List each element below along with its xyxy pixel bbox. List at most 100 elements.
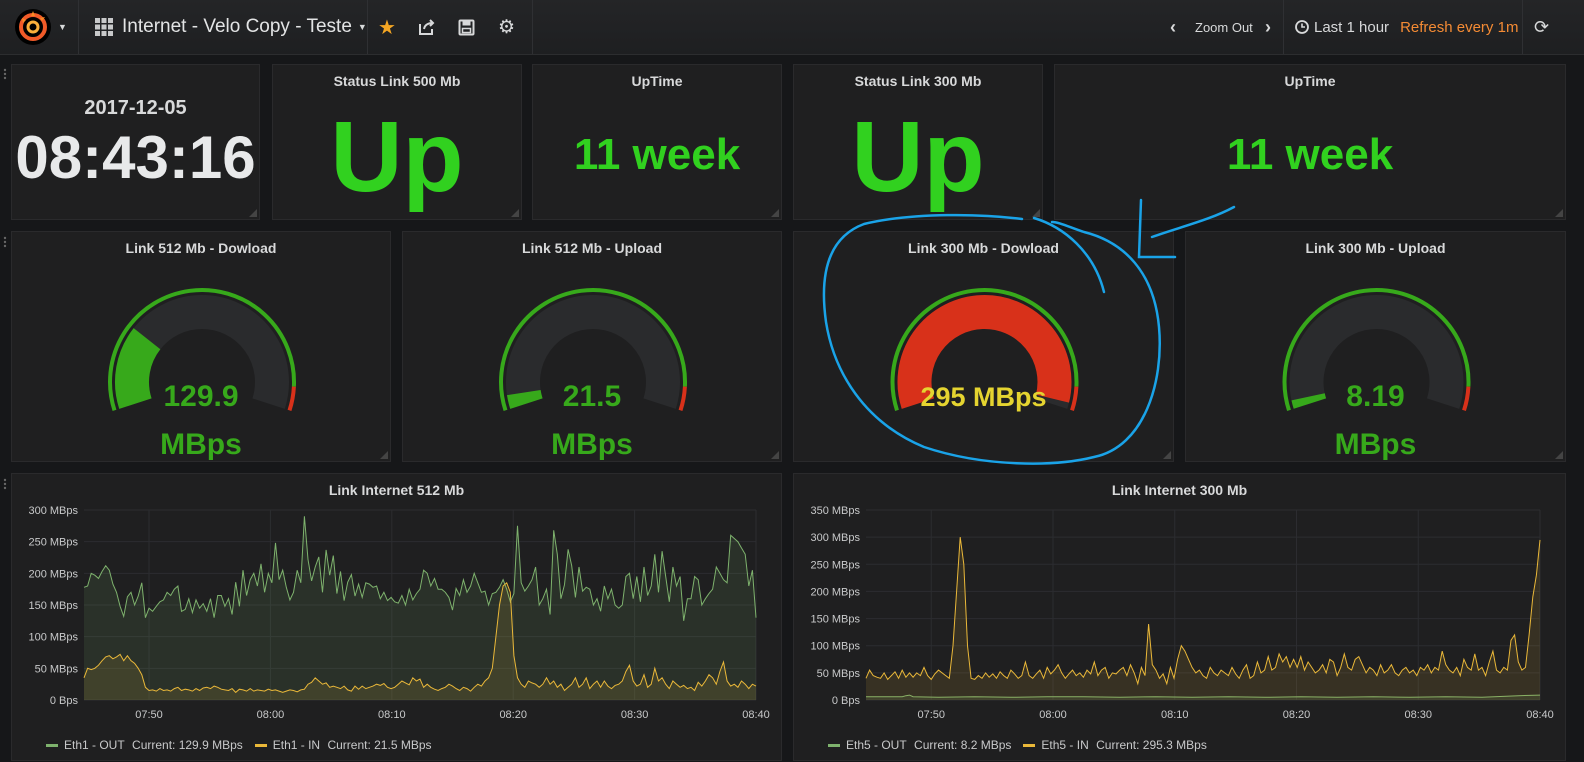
y-tick-label: 350 MBps <box>810 505 860 517</box>
resize-handle-icon[interactable] <box>1555 451 1563 459</box>
zoom-forward-button[interactable]: › <box>1265 0 1271 54</box>
legend-item-eth5-out[interactable]: Eth5 - OUT Current: 8.2 MBps <box>828 738 1011 752</box>
resize-handle-icon[interactable] <box>1032 209 1040 217</box>
gauge-value: 21.5 <box>562 380 622 413</box>
gauge-fill <box>115 328 161 409</box>
stat-value: Up <box>330 101 464 213</box>
zoom-out-button[interactable]: Zoom Out <box>1195 0 1253 54</box>
stat-value: 11 week <box>1226 130 1394 179</box>
y-tick-label: 200 MBps <box>810 586 860 598</box>
dashboard-picker[interactable]: Internet - Velo Copy - Teste ▼ <box>94 0 367 54</box>
gauge-value: 8.19 <box>1346 380 1405 413</box>
top-navbar: ▼ Internet - Velo Copy - Teste ▼ ★ ⚙ ‹ Z… <box>0 0 1584 55</box>
stat-value: Up <box>851 101 985 213</box>
row-drag-handle[interactable] <box>3 236 7 250</box>
x-tick-label: 08:40 <box>1526 709 1554 721</box>
series-line <box>83 516 757 621</box>
gauge-fill <box>1291 393 1327 409</box>
gauge-threshold-critical <box>1070 386 1079 412</box>
hand-drawn-annotation-circle <box>822 213 1161 465</box>
star-button[interactable]: ★ <box>378 0 396 54</box>
clock-panel[interactable]: 2017-12-05 08:43:16 <box>11 64 260 220</box>
chevron-right-icon: › <box>1265 16 1271 37</box>
resize-handle-icon[interactable] <box>511 209 519 217</box>
panel-title: Link Internet 512 Mb <box>328 482 465 498</box>
gauge-threshold-ok <box>1282 288 1471 412</box>
legend-series-name: Eth1 - OUT <box>64 738 125 752</box>
graph-panel-link-512[interactable]: Link Internet 512 Mb 0 Bps 50 MBps 100 MBp… <box>11 473 782 761</box>
gauge-unit: MBps <box>160 428 242 461</box>
save-button[interactable] <box>458 0 475 54</box>
y-tick-label: 0 Bps <box>50 695 79 707</box>
clock-icon <box>1295 20 1309 34</box>
time-picker-button[interactable]: Last 1 hour Refresh every 1m <box>1295 0 1518 54</box>
stat-panel-uptime-1[interactable]: UpTime 11 week <box>532 64 782 220</box>
x-tick-label: 08:30 <box>621 709 649 721</box>
gauge <box>499 288 687 412</box>
line-chart[interactable]: 0 Bps 50 MBps 100 MBps 150 MBps 200 MBps 250 … <box>794 474 1567 762</box>
gauge-panel-300-upload[interactable]: Link 300 Mb - Upload 8.19 MBps <box>1185 231 1566 462</box>
stat-panel-status-link-500[interactable]: Status Link 500 Mb Up <box>272 64 522 220</box>
legend-item-eth5-in[interactable]: Eth5 - IN Current: 295.3 MBps <box>1023 738 1207 752</box>
grafana-logo-icon <box>15 9 51 45</box>
gauge-threshold-ok <box>890 288 1079 412</box>
zoom-back-button[interactable]: ‹ <box>1170 0 1176 54</box>
legend-current: Current: 129.9 MBps <box>132 738 243 752</box>
caret-down-icon: ▼ <box>58 22 67 32</box>
y-tick-label: 250 MBps <box>810 559 860 571</box>
x-tick-label: 07:50 <box>917 709 945 721</box>
stat-panel-uptime-2[interactable]: UpTime 11 week <box>1054 64 1566 220</box>
grafana-logo-menu[interactable]: ▼ <box>14 0 67 54</box>
resize-handle-icon[interactable] <box>1163 451 1171 459</box>
gauge-threshold-critical <box>678 386 687 412</box>
legend-series-name: Eth5 - OUT <box>846 738 907 752</box>
x-tick-label: 08:00 <box>257 709 285 721</box>
gauge-fill <box>897 295 1072 409</box>
legend-item-eth1-out[interactable]: Eth1 - OUT Current: 129.9 MBps <box>46 738 243 752</box>
resize-handle-icon[interactable] <box>1555 209 1563 217</box>
row-drag-handle[interactable] <box>3 68 7 82</box>
gauge-track <box>1289 295 1464 409</box>
x-tick-label: 08:30 <box>1404 709 1432 721</box>
zoom-out-label: Zoom Out <box>1195 19 1253 35</box>
y-tick-label: 150 MBps <box>28 600 78 612</box>
caret-down-icon: ▼ <box>357 22 367 32</box>
y-tick-label: 100 MBps <box>28 632 78 644</box>
row-drag-handle[interactable] <box>3 478 7 492</box>
x-tick-label: 08:00 <box>1039 709 1067 721</box>
panel-title: UpTime <box>1284 73 1336 89</box>
line-chart[interactable]: 0 Bps 50 MBps 100 MBps 150 MBps 200 MBps 250 … <box>12 474 783 762</box>
resize-handle-icon[interactable] <box>771 451 779 459</box>
gauge-fill <box>506 389 543 409</box>
series-line <box>865 537 1541 686</box>
y-tick-label: 250 MBps <box>28 537 78 549</box>
y-tick-label: 50 MBps <box>817 668 861 680</box>
gauge-threshold-critical <box>287 386 296 412</box>
panel-title: Status Link 500 Mb <box>333 73 461 89</box>
series-area <box>84 516 756 700</box>
resize-handle-icon[interactable] <box>771 209 779 217</box>
refresh-interval-label: Refresh every 1m <box>1400 18 1519 36</box>
stat-value: 11 week <box>573 130 741 179</box>
chart-legend: Eth1 - OUT Current: 129.9 MBps Eth1 - IN… <box>46 738 432 752</box>
legend-current: Current: 8.2 MBps <box>914 738 1012 752</box>
share-button[interactable] <box>418 0 436 54</box>
graph-panel-link-300[interactable]: Link Internet 300 Mb 0 Bps 50 MBps 100 MBp… <box>793 473 1566 761</box>
gear-icon: ⚙ <box>498 16 516 38</box>
gauge <box>108 288 296 412</box>
y-tick-label: 50 MBps <box>35 663 79 675</box>
gauge-panel-512-upload[interactable]: Link 512 Mb - Upload 21.5 MBps <box>402 231 782 462</box>
resize-handle-icon[interactable] <box>249 209 257 217</box>
clock-date: 2017-12-05 <box>84 97 187 119</box>
gauge-panel-512-download[interactable]: Link 512 Mb - Dowload 129.9 MBps <box>11 231 391 462</box>
gauge-panel-300-download[interactable]: Link 300 Mb - Dowload 295 MBps <box>793 213 1174 465</box>
resize-handle-icon[interactable] <box>380 451 388 459</box>
legend-series-name: Eth1 - IN <box>272 738 321 752</box>
settings-button[interactable]: ⚙ <box>498 0 515 54</box>
panel-title: Link Internet 300 Mb <box>1111 482 1248 498</box>
x-tick-label: 08:40 <box>742 709 770 721</box>
refresh-button[interactable]: ⟳ <box>1534 0 1549 54</box>
gauge-unit: MBps <box>551 428 633 461</box>
stat-panel-status-link-300[interactable]: Status Link 300 Mb Up <box>793 64 1043 220</box>
legend-item-eth1-in[interactable]: Eth1 - IN Current: 21.5 MBps <box>254 738 432 752</box>
